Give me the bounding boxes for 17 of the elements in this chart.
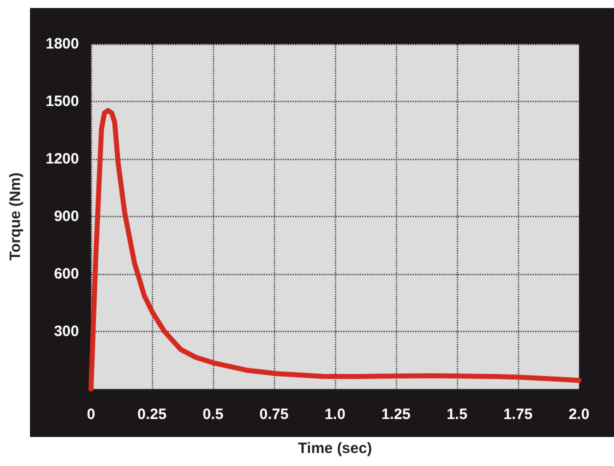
y-tick-label: 1200 — [46, 150, 79, 168]
x-tick-label: 1.0 — [324, 406, 346, 423]
x-tick-label: 1.5 — [446, 406, 468, 423]
x-tick-label: 0 — [86, 406, 96, 423]
x-tick-label: 0.5 — [202, 406, 224, 423]
y-tick-label: 1500 — [46, 93, 79, 110]
y-axis-title: Torque (Nm) — [7, 172, 24, 261]
x-tick-label: 0.25 — [137, 406, 167, 423]
x-tick-label: 2.0 — [568, 406, 590, 423]
x-tick-label: 0.75 — [259, 406, 289, 423]
y-tick-label: 900 — [54, 208, 79, 225]
y-tick-label: 300 — [54, 323, 79, 340]
x-axis-title: Time (sec) — [298, 440, 372, 457]
x-tick-label: 1.25 — [381, 406, 411, 423]
y-tick-label: 1800 — [46, 36, 79, 52]
y-tick-label: 600 — [54, 266, 79, 282]
x-tick-label: 1.75 — [503, 406, 533, 423]
